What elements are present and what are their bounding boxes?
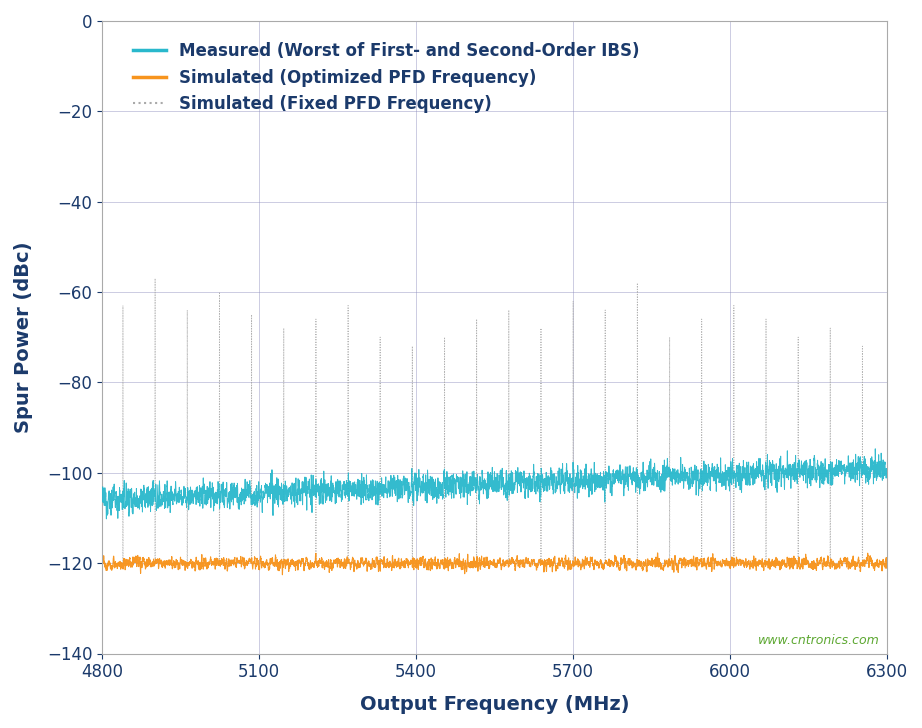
Text: www.cntronics.com: www.cntronics.com xyxy=(758,634,880,647)
X-axis label: Output Frequency (MHz): Output Frequency (MHz) xyxy=(360,695,630,714)
Y-axis label: Spur Power (dBc): Spur Power (dBc) xyxy=(14,242,33,433)
Legend: Measured (Worst of First- and Second-Order IBS), Simulated (Optimized PFD Freque: Measured (Worst of First- and Second-Ord… xyxy=(126,36,646,119)
